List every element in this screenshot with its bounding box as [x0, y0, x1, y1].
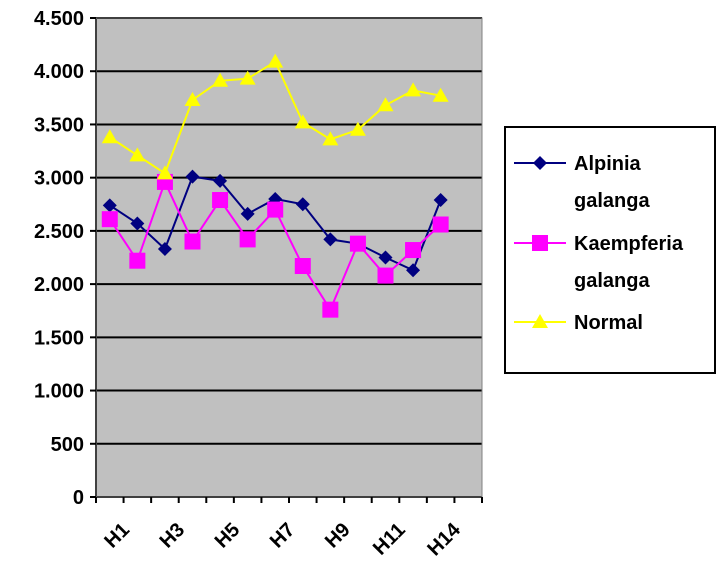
- data-point: [102, 198, 117, 213]
- data-point: [322, 301, 339, 318]
- data-point: [156, 165, 173, 180]
- x-tick-label: H5: [211, 519, 245, 553]
- legend-marker: [532, 314, 548, 328]
- data-point: [433, 193, 448, 208]
- x-tick-label: H11: [369, 519, 410, 560]
- data-point: [267, 53, 284, 68]
- data-point: [405, 242, 422, 259]
- data-point: [295, 197, 310, 212]
- legend-label: galanga: [574, 190, 650, 212]
- legend-item-2: Normal: [514, 312, 643, 334]
- legend-item-1: Kaempferia galanga: [514, 233, 684, 292]
- y-tick-label: 4.500: [34, 8, 84, 30]
- series-2: [101, 53, 449, 180]
- y-axis-ticks: 0 500 1.000 1.500 2.000 2.500 3.000 3.500 4.000 4…: [34, 8, 96, 509]
- y-tick-label: 0: [73, 487, 84, 509]
- y-tick-label: 2.000: [34, 274, 84, 296]
- data-point: [267, 201, 284, 218]
- legend-marker: [533, 156, 547, 170]
- data-point: [323, 232, 338, 247]
- data-point: [129, 252, 146, 269]
- data-point: [239, 70, 256, 85]
- y-tick-label: 4.000: [34, 61, 84, 83]
- legend-label: galanga: [574, 270, 650, 292]
- x-tick-label: H14: [423, 518, 465, 560]
- data-point: [240, 206, 255, 221]
- legend: Alpinia galanga Kaempferia galanga Normal: [504, 126, 716, 374]
- data-point: [184, 233, 201, 250]
- series-group: [101, 53, 449, 318]
- data-point: [157, 241, 172, 256]
- data-point: [239, 231, 256, 248]
- x-tick-label: H1: [100, 519, 134, 553]
- data-point: [432, 216, 449, 233]
- series-1: [101, 173, 449, 318]
- data-point: [349, 235, 366, 252]
- x-tick-label: H3: [156, 519, 190, 553]
- data-point: [213, 173, 228, 188]
- x-axis-ticks: H1 H3 H5 H7 H9 H11 H14: [95, 497, 483, 560]
- data-point: [377, 97, 394, 112]
- y-tick-label: 2.500: [34, 221, 84, 243]
- y-tick-label: 500: [51, 434, 84, 456]
- y-tick-label: 1.500: [34, 327, 84, 349]
- data-point: [405, 82, 422, 97]
- data-point: [101, 211, 118, 228]
- y-tick-label: 3.000: [34, 168, 84, 190]
- data-point: [130, 216, 145, 231]
- data-point: [377, 267, 394, 284]
- legend-marker: [532, 235, 548, 251]
- data-point: [129, 147, 146, 162]
- x-tick-label: H9: [321, 519, 355, 553]
- data-point: [294, 258, 311, 275]
- legend-label: Alpinia: [574, 153, 642, 175]
- data-point: [185, 169, 200, 184]
- data-point: [378, 250, 393, 265]
- data-point: [101, 129, 118, 144]
- data-point: [432, 87, 449, 102]
- series-0: [102, 169, 448, 278]
- legend-label: Kaempferia: [574, 233, 684, 255]
- data-point: [184, 91, 201, 106]
- y-tick-label: 3.500: [34, 114, 84, 136]
- data-point: [212, 72, 229, 87]
- data-point: [322, 131, 339, 146]
- data-point: [406, 263, 421, 278]
- data-point: [349, 121, 366, 136]
- y-tick-label: 1.000: [34, 381, 84, 403]
- legend-item-0: Alpinia galanga: [514, 153, 650, 212]
- x-tick-label: H7: [266, 519, 300, 553]
- data-point: [294, 114, 311, 129]
- legend-label: Normal: [574, 312, 643, 334]
- data-point: [212, 192, 229, 209]
